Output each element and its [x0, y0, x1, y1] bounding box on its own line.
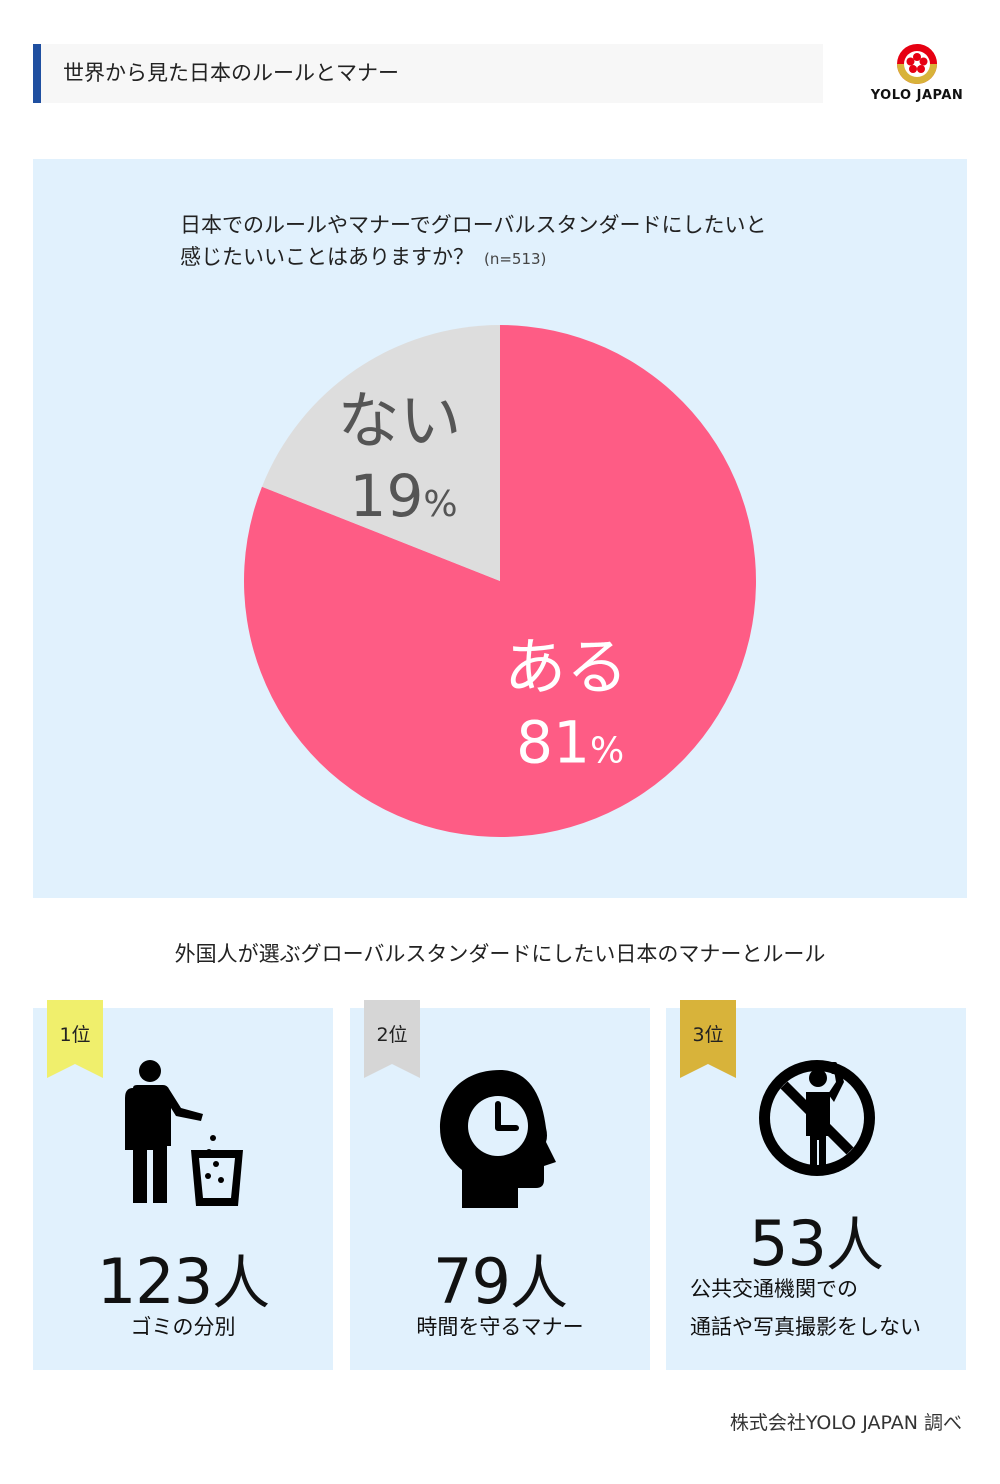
rank-badge-3	[680, 1000, 736, 1078]
pie-slice-2	[261, 325, 500, 581]
logo-text: YOLO JAPAN	[870, 88, 964, 103]
rank-count-3: 53人	[749, 1207, 884, 1280]
rank-badge-1	[47, 1000, 103, 1078]
question-text: 日本でのルールやマナーでグローバルスタンダードにしたいと 感じたいいことはありま…	[180, 209, 767, 275]
header-bar: 世界から見た日本のルールとマナー	[33, 44, 823, 103]
rank-label-3: 公共交通機関での 通話や写真撮影をしない	[690, 1270, 966, 1346]
badge-shape	[680, 1000, 736, 1078]
pie-value-1: 81%	[516, 708, 624, 776]
sample-size: (n=513)	[484, 250, 547, 268]
rank-card-2: 2位 79人 時間を守るマナー	[350, 1000, 650, 1370]
rank-label-3-line-1: 公共交通機関での	[690, 1277, 858, 1301]
sakura-emblem-icon	[897, 44, 937, 84]
rank-card-1: 1位 123人 ゴミの分別	[33, 1000, 333, 1370]
rank-count-1: 123人	[96, 1245, 270, 1318]
rank-label-3-line-2: 通話や写真撮影をしない	[690, 1315, 921, 1339]
question-line-2: 感じたいいことはありますか？	[180, 245, 474, 269]
pie-label-1: ある	[504, 630, 628, 703]
chart-panel: 日本でのルールやマナーでグローバルスタンダードにしたいと 感じたいいことはありま…	[33, 159, 967, 898]
no-phone-call-icon	[666, 1048, 966, 1208]
rank-card-3: 3位 53人 公共交通機関での 通話や写真撮影をしない	[666, 1000, 966, 1370]
pie-slice-1	[244, 325, 757, 838]
section-title: 外国人が選ぶグローバルスタンダードにしたい日本のマナーとルール	[174, 942, 826, 966]
trash-disposal-icon	[33, 1058, 333, 1218]
head-clock-icon	[350, 1058, 650, 1218]
page-title: 世界から見た日本のルールとマナー	[63, 61, 399, 85]
rank-badge-label-2: 2位	[376, 1024, 408, 1046]
pie-label-2: ない	[338, 384, 462, 457]
source-credit: 株式会社YOLO JAPAN 調べ	[729, 1412, 962, 1434]
rank-label-1: ゴミの分別	[130, 1315, 236, 1339]
rank-count-2: 79人	[433, 1245, 568, 1318]
badge-shape	[364, 1000, 420, 1078]
brand-logo: YOLO JAPAN	[862, 40, 972, 110]
rank-label-2: 時間を守るマナー	[416, 1315, 584, 1339]
rank-badge-label-1: 1位	[59, 1024, 91, 1046]
rank-badge-2	[364, 1000, 420, 1078]
pie-value-2: 19%	[350, 462, 458, 530]
rank-badge-label-3: 3位	[692, 1024, 724, 1046]
badge-shape	[47, 1000, 103, 1078]
question-line-1: 日本でのルールやマナーでグローバルスタンダードにしたいと	[180, 213, 767, 237]
